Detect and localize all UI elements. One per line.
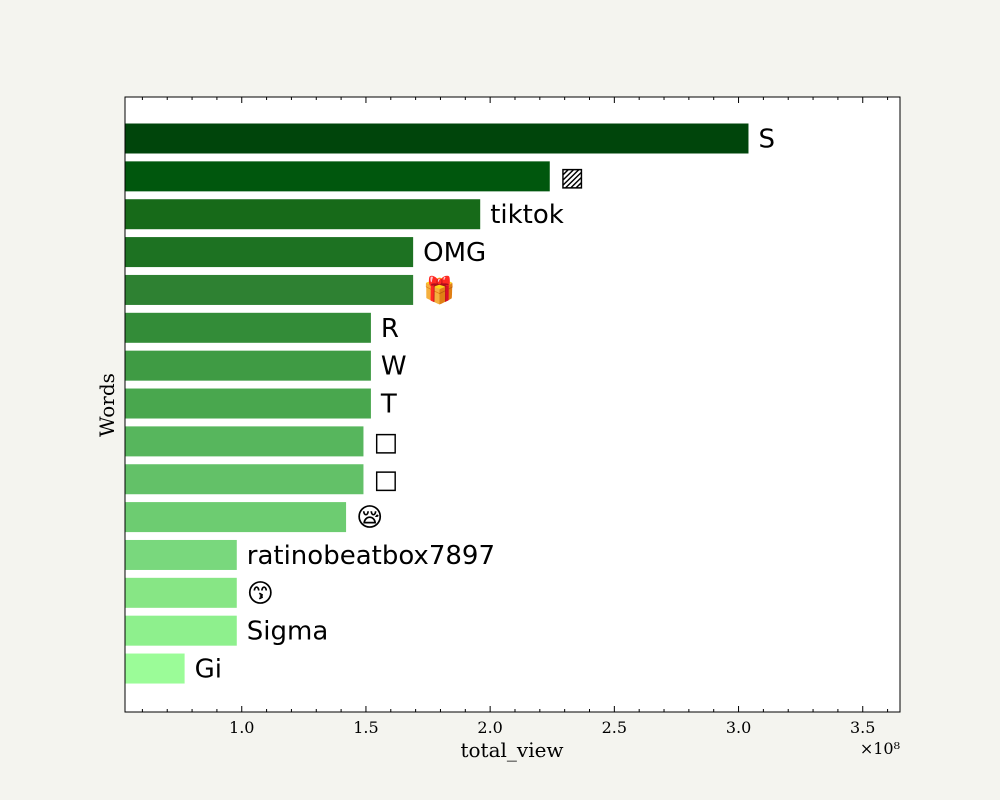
bar-label-2: tiktok: [490, 200, 564, 230]
bar-8: [125, 426, 364, 457]
x-tick-label-1: 1.5: [353, 718, 378, 737]
bar-label-5: R: [381, 314, 399, 344]
bar-label-7: T: [380, 390, 397, 420]
y-axis-title: Words: [95, 373, 119, 437]
bar-label-11: ratinobeatbox7897: [247, 541, 495, 571]
bar-0: [125, 123, 749, 154]
bar-label-4: 🎁: [423, 275, 455, 306]
bars-group: [125, 123, 749, 684]
bar-2: [125, 199, 481, 230]
x-axis-offset-label: ×10⁸: [860, 739, 900, 758]
bar-label-10: 😪: [356, 503, 383, 533]
bar-label-13: Sigma: [247, 617, 329, 647]
bar-5: [125, 312, 371, 343]
bar-label-12: 😙: [247, 579, 274, 609]
x-axis-title: total_view: [460, 738, 563, 762]
x-tick-label-4: 3.0: [726, 718, 751, 737]
x-tick-label-2: 2.0: [477, 718, 502, 737]
bar-10: [125, 502, 347, 533]
bar-label-9: □: [373, 465, 398, 495]
bar-label-0: S: [758, 125, 775, 155]
x-tick-label-5: 3.5: [850, 718, 875, 737]
bar-label-1: ▨: [560, 162, 585, 192]
bar-label-14: Gi: [195, 655, 222, 685]
bar-14: [125, 653, 185, 684]
bar-11: [125, 539, 237, 570]
bar-label-3: OMG: [423, 238, 486, 268]
bar-label-6: W: [381, 352, 407, 382]
bar-3: [125, 237, 414, 268]
bar-12: [125, 577, 237, 608]
x-tick-label-0: 1.0: [229, 718, 254, 737]
bar-4: [125, 274, 414, 305]
bar-9: [125, 464, 364, 495]
bar-label-8: □: [373, 427, 398, 457]
x-axis-ticks: 1.0 1.5 2.0 2.5 3.0 3.5: [141, 97, 889, 737]
bar-1: [125, 161, 550, 192]
bar-13: [125, 615, 237, 646]
bar-7: [125, 388, 371, 419]
plot-frame: [124, 96, 901, 713]
bar-6: [125, 350, 371, 381]
x-tick-label-3: 2.5: [602, 718, 627, 737]
